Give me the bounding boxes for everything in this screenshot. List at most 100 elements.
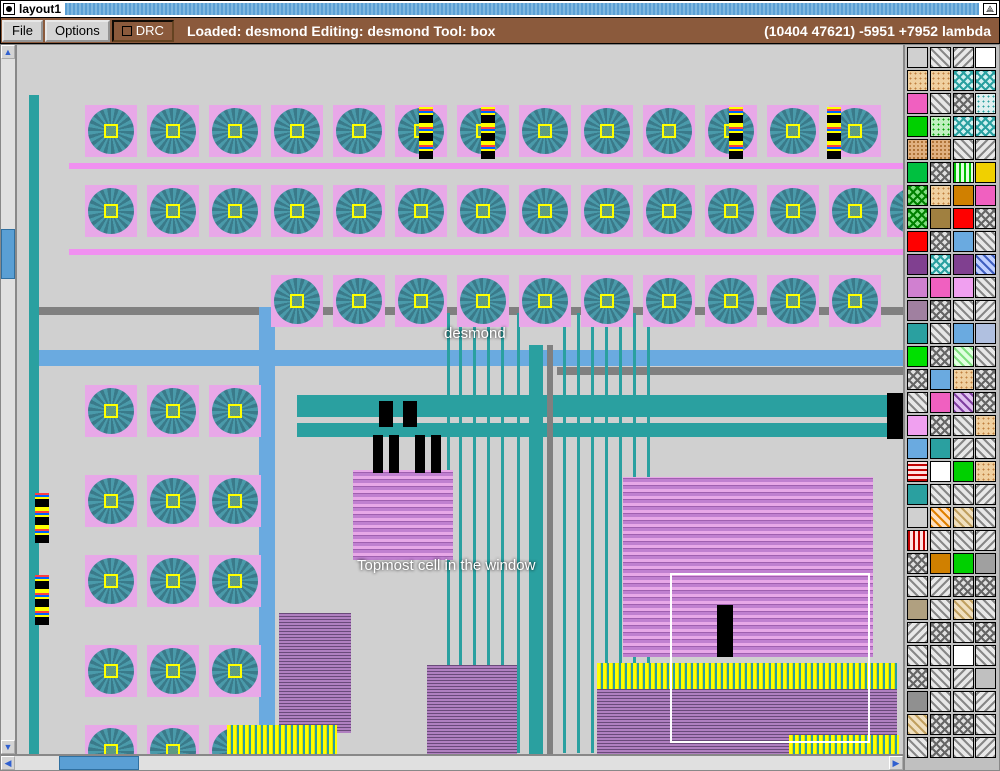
- layer-swatch[interactable]: [975, 369, 996, 390]
- layer-swatch[interactable]: [907, 254, 928, 275]
- layer-swatch[interactable]: [907, 553, 928, 574]
- layer-swatch[interactable]: [975, 553, 996, 574]
- layer-swatch[interactable]: [975, 737, 996, 758]
- layer-swatch[interactable]: [930, 691, 951, 712]
- layer-swatch[interactable]: [953, 369, 974, 390]
- layer-swatch[interactable]: [907, 438, 928, 459]
- layer-swatch[interactable]: [953, 737, 974, 758]
- layer-swatch[interactable]: [907, 185, 928, 206]
- layer-swatch[interactable]: [975, 530, 996, 551]
- layer-swatch[interactable]: [975, 622, 996, 643]
- layer-swatch[interactable]: [907, 461, 928, 482]
- file-menu-button[interactable]: File: [2, 20, 43, 42]
- layer-swatch[interactable]: [975, 392, 996, 413]
- layer-swatch[interactable]: [975, 714, 996, 735]
- scroll-left-button[interactable]: ◀: [1, 756, 15, 770]
- layer-swatch[interactable]: [930, 438, 951, 459]
- layer-swatch[interactable]: [953, 300, 974, 321]
- layer-swatch[interactable]: [975, 208, 996, 229]
- layer-swatch[interactable]: [953, 254, 974, 275]
- layer-swatch[interactable]: [930, 93, 951, 114]
- layer-swatch[interactable]: [907, 139, 928, 160]
- layer-swatch[interactable]: [975, 668, 996, 689]
- layer-swatch[interactable]: [907, 645, 928, 666]
- layer-swatch[interactable]: [907, 576, 928, 597]
- horizontal-scrollbar[interactable]: ◀ ▶: [0, 755, 904, 771]
- layer-swatch[interactable]: [907, 47, 928, 68]
- scroll-down-button[interactable]: ▼: [1, 740, 15, 754]
- layer-swatch[interactable]: [975, 70, 996, 91]
- drc-button[interactable]: DRC: [112, 20, 174, 42]
- layer-swatch[interactable]: [975, 277, 996, 298]
- layer-swatch[interactable]: [907, 415, 928, 436]
- layer-swatch[interactable]: [953, 507, 974, 528]
- layer-swatch[interactable]: [953, 668, 974, 689]
- scroll-up-button[interactable]: ▲: [1, 45, 15, 59]
- vertical-scrollbar[interactable]: ▲ ▼: [0, 44, 16, 755]
- window-menu-icon[interactable]: [3, 3, 15, 15]
- layer-swatch[interactable]: [975, 346, 996, 367]
- layer-swatch[interactable]: [930, 530, 951, 551]
- layer-swatch[interactable]: [930, 645, 951, 666]
- layer-swatch[interactable]: [907, 622, 928, 643]
- layer-swatch[interactable]: [975, 576, 996, 597]
- vscroll-track[interactable]: [1, 59, 15, 740]
- options-menu-button[interactable]: Options: [45, 20, 110, 42]
- layer-swatch[interactable]: [975, 254, 996, 275]
- layer-swatch[interactable]: [907, 691, 928, 712]
- layer-swatch[interactable]: [953, 714, 974, 735]
- layer-swatch[interactable]: [907, 737, 928, 758]
- layer-swatch[interactable]: [975, 599, 996, 620]
- layer-swatch[interactable]: [907, 346, 928, 367]
- layer-swatch[interactable]: [907, 323, 928, 344]
- layer-swatch[interactable]: [907, 484, 928, 505]
- titlebar-drag-region[interactable]: [65, 3, 979, 15]
- layer-swatch[interactable]: [975, 93, 996, 114]
- layer-swatch[interactable]: [930, 277, 951, 298]
- window-resize-button[interactable]: ⟁: [983, 3, 997, 15]
- layer-swatch[interactable]: [953, 323, 974, 344]
- layer-swatch[interactable]: [953, 645, 974, 666]
- layer-swatch[interactable]: [975, 47, 996, 68]
- layer-swatch[interactable]: [975, 484, 996, 505]
- layer-swatch[interactable]: [953, 553, 974, 574]
- layer-swatch[interactable]: [975, 323, 996, 344]
- layer-swatch[interactable]: [953, 231, 974, 252]
- window-titlebar[interactable]: layout1 ⟁: [0, 0, 1000, 18]
- layer-swatch[interactable]: [975, 116, 996, 137]
- layer-swatch[interactable]: [930, 208, 951, 229]
- layer-swatch[interactable]: [975, 691, 996, 712]
- layer-swatch[interactable]: [930, 737, 951, 758]
- layer-swatch[interactable]: [953, 576, 974, 597]
- layer-swatch[interactable]: [930, 392, 951, 413]
- layer-swatch[interactable]: [953, 691, 974, 712]
- layer-swatch[interactable]: [975, 185, 996, 206]
- layer-swatch[interactable]: [953, 392, 974, 413]
- layer-swatch[interactable]: [930, 300, 951, 321]
- layer-swatch[interactable]: [907, 507, 928, 528]
- layer-swatch[interactable]: [975, 645, 996, 666]
- layer-swatch[interactable]: [907, 208, 928, 229]
- layer-swatch[interactable]: [975, 231, 996, 252]
- layer-swatch[interactable]: [975, 300, 996, 321]
- layer-swatch[interactable]: [930, 599, 951, 620]
- layer-swatch[interactable]: [930, 553, 951, 574]
- layer-swatch[interactable]: [930, 369, 951, 390]
- layer-swatch[interactable]: [953, 139, 974, 160]
- layer-swatch[interactable]: [975, 438, 996, 459]
- layer-swatch[interactable]: [930, 47, 951, 68]
- layer-swatch[interactable]: [953, 116, 974, 137]
- layer-swatch[interactable]: [930, 622, 951, 643]
- layout-canvas[interactable]: desmondTopmost cell in the window: [16, 44, 904, 755]
- vscroll-thumb[interactable]: [1, 229, 15, 279]
- layer-swatch[interactable]: [953, 461, 974, 482]
- layer-swatch[interactable]: [975, 162, 996, 183]
- layer-swatch[interactable]: [930, 507, 951, 528]
- layer-swatch[interactable]: [930, 231, 951, 252]
- scroll-right-button[interactable]: ▶: [889, 756, 903, 770]
- layer-swatch[interactable]: [953, 346, 974, 367]
- layer-swatch[interactable]: [907, 599, 928, 620]
- layer-swatch[interactable]: [930, 668, 951, 689]
- layer-swatch[interactable]: [953, 47, 974, 68]
- layer-swatch[interactable]: [930, 323, 951, 344]
